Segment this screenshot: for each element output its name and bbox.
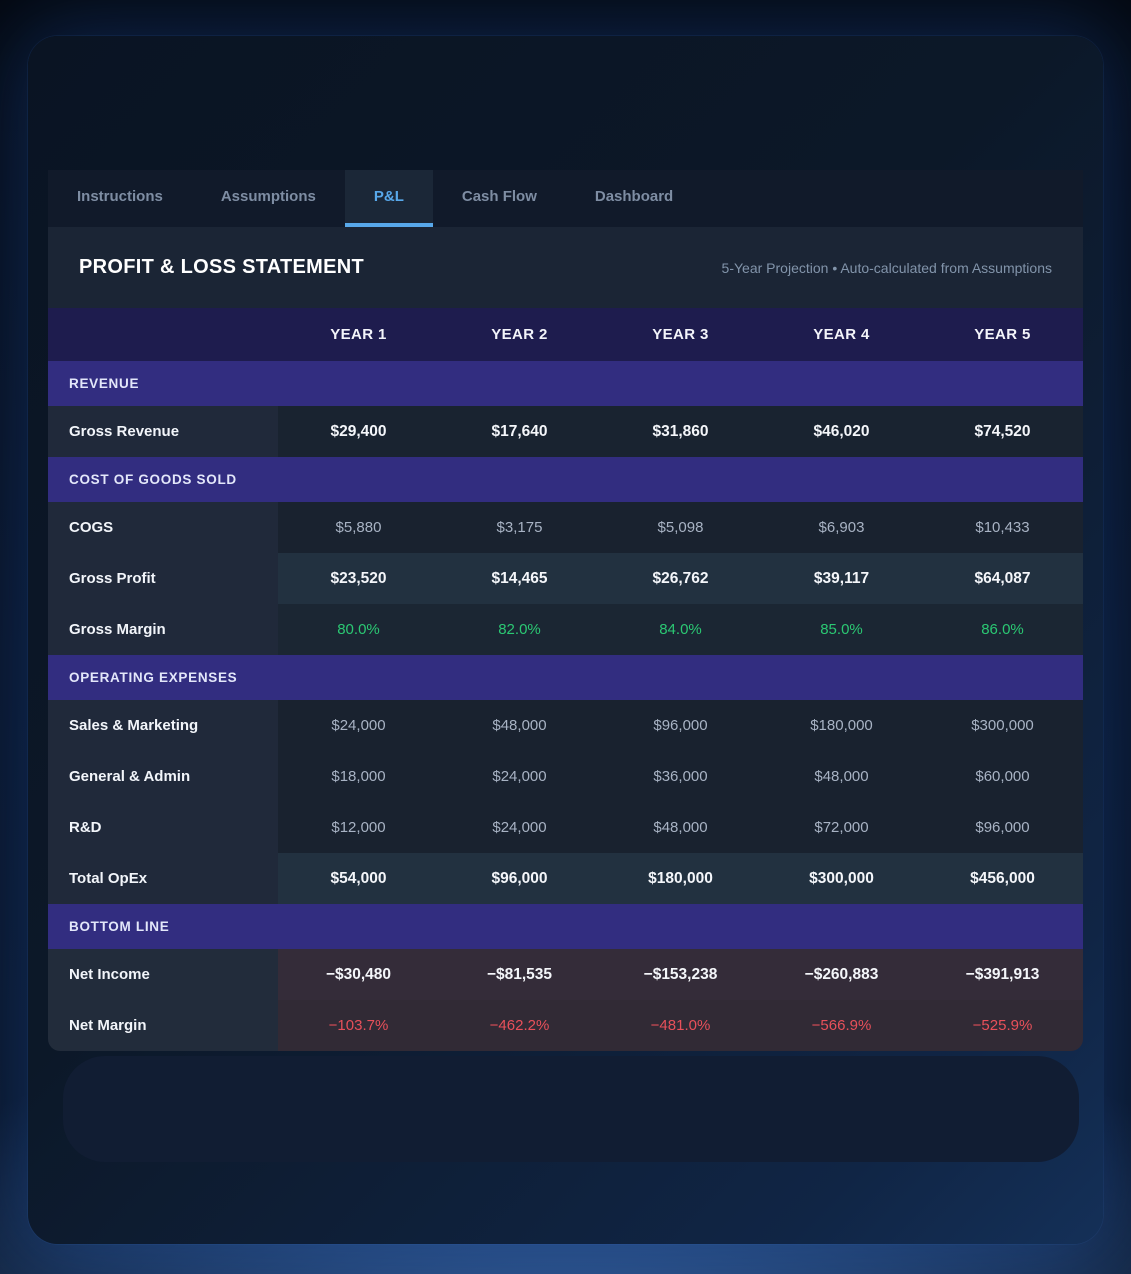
- app-window: Instructions Assumptions P&L Cash Flow Dashb…: [28, 36, 1103, 1244]
- table-row-gross-revenue: Gross Revenue $29,400 $17,640 $31,860 $46,02…: [48, 406, 1083, 457]
- section-header-revenue: REVENUE: [48, 361, 1083, 406]
- gross-revenue-year-4-value: $46,020: [761, 406, 922, 457]
- total-opex-year-2-value: $96,000: [439, 853, 600, 904]
- table-row-r-d: R&D $12,000 $24,000 $48,000 $72,000 $96,000: [48, 802, 1083, 853]
- net-margin-year-5-value: −525.9%: [922, 1000, 1083, 1051]
- table-row-net-margin: Net Margin −103.7% −462.2% −481.0% −566.9% −5…: [48, 1000, 1083, 1051]
- year-header-3: YEAR 3: [652, 326, 709, 343]
- general-admin-year-2-value: $24,000: [439, 751, 600, 802]
- year-header-5: YEAR 5: [974, 326, 1031, 343]
- net-income-year-4-value: −$260,883: [761, 949, 922, 1000]
- year-header-2: YEAR 2: [491, 326, 548, 343]
- row-label-r-d: R&D: [48, 802, 278, 853]
- general-admin-year-1-value: $18,000: [278, 751, 439, 802]
- table-row-sales-marketing: Sales & Marketing $24,000 $48,000 $96,000 $1…: [48, 700, 1083, 751]
- sales-marketing-year-1-value: $24,000: [278, 700, 439, 751]
- net-margin-year-1-value: −103.7%: [278, 1000, 439, 1051]
- gross-margin-year-3-value: 84.0%: [600, 604, 761, 655]
- cogs-year-1-value: $5,880: [278, 502, 439, 553]
- cogs-year-3-value: $5,098: [600, 502, 761, 553]
- bottom-panel: [63, 1056, 1079, 1162]
- gross-margin-year-5-value: 86.0%: [922, 604, 1083, 655]
- section-header-operating-expenses: OPERATING EXPENSES: [48, 655, 1083, 700]
- r-d-year-1-value: $12,000: [278, 802, 439, 853]
- total-opex-year-4-value: $300,000: [761, 853, 922, 904]
- gross-revenue-year-2-value: $17,640: [439, 406, 600, 457]
- tab-assumptions[interactable]: Assumptions: [220, 188, 316, 205]
- table-row-net-income: Net Income −$30,480 −$81,535 −$153,238 −$260…: [48, 949, 1083, 1000]
- total-opex-year-3-value: $180,000: [600, 853, 761, 904]
- total-opex-year-5-value: $456,000: [922, 853, 1083, 904]
- gross-revenue-year-5-value: $74,520: [922, 406, 1083, 457]
- page-subtitle: 5-Year Projection • Auto-calculated from…: [721, 259, 1052, 276]
- row-label-general-admin: General & Admin: [48, 751, 278, 802]
- tab-bar: Instructions Assumptions P&L Cash Flow Dashb…: [48, 170, 1083, 227]
- section-header-cost-of-goods-sold: COST OF GOODS SOLD: [48, 457, 1083, 502]
- general-admin-year-5-value: $60,000: [922, 751, 1083, 802]
- general-admin-year-4-value: $48,000: [761, 751, 922, 802]
- gross-revenue-year-3-value: $31,860: [600, 406, 761, 457]
- gross-margin-year-1-value: 80.0%: [278, 604, 439, 655]
- tab-cash-flow[interactable]: Cash Flow: [461, 188, 537, 205]
- gross-profit-year-1-value: $23,520: [278, 553, 439, 604]
- r-d-year-3-value: $48,000: [600, 802, 761, 853]
- year-header-row: YEAR 1 YEAR 2 YEAR 3 YEAR 4 YEAR 5: [48, 308, 1083, 361]
- cogs-year-4-value: $6,903: [761, 502, 922, 553]
- row-label-gross-revenue: Gross Revenue: [48, 406, 278, 457]
- section-header-bottom-line: BOTTOM LINE: [48, 904, 1083, 949]
- net-margin-year-3-value: −481.0%: [600, 1000, 761, 1051]
- page-title: PROFIT & LOSS STATEMENT: [79, 256, 365, 278]
- net-income-year-1-value: −$30,480: [278, 949, 439, 1000]
- row-label-total-opex: Total OpEx: [48, 853, 278, 904]
- sales-marketing-year-5-value: $300,000: [922, 700, 1083, 751]
- row-label-gross-profit: Gross Profit: [48, 553, 278, 604]
- row-label-net-margin: Net Margin: [48, 1000, 278, 1051]
- gross-revenue-year-1-value: $29,400: [278, 406, 439, 457]
- table-row-gross-margin: Gross Margin 80.0% 82.0% 84.0% 85.0% 86.0%: [48, 604, 1083, 655]
- pl-table: YEAR 1 YEAR 2 YEAR 3 YEAR 4 YEAR 5 REVENUE Gro…: [48, 308, 1083, 1051]
- row-label-gross-margin: Gross Margin: [48, 604, 278, 655]
- gross-profit-year-5-value: $64,087: [922, 553, 1083, 604]
- tab-p-l[interactable]: P&L: [344, 170, 433, 227]
- gross-profit-year-4-value: $39,117: [761, 553, 922, 604]
- r-d-year-5-value: $96,000: [922, 802, 1083, 853]
- cogs-year-2-value: $3,175: [439, 502, 600, 553]
- table-row-general-admin: General & Admin $18,000 $24,000 $36,000 $48,…: [48, 751, 1083, 802]
- sheet-header: PROFIT & LOSS STATEMENT 5-Year Projectio…: [48, 227, 1083, 308]
- table-row-cogs: COGS $5,880 $3,175 $5,098 $6,903 $10,433: [48, 502, 1083, 553]
- year-header-1: YEAR 1: [330, 326, 387, 343]
- sales-marketing-year-3-value: $96,000: [600, 700, 761, 751]
- tab-instructions[interactable]: Instructions: [77, 188, 163, 205]
- r-d-year-4-value: $72,000: [761, 802, 922, 853]
- tab-dashboard[interactable]: Dashboard: [594, 188, 674, 205]
- row-label-net-income: Net Income: [48, 949, 278, 1000]
- row-label-cogs: COGS: [48, 502, 278, 553]
- table-row-total-opex: Total OpEx $54,000 $96,000 $180,000 $300,000…: [48, 853, 1083, 904]
- general-admin-year-3-value: $36,000: [600, 751, 761, 802]
- total-opex-year-1-value: $54,000: [278, 853, 439, 904]
- gross-margin-year-4-value: 85.0%: [761, 604, 922, 655]
- year-header-4: YEAR 4: [813, 326, 870, 343]
- corner-cell: [48, 308, 278, 361]
- spreadsheet-view: Instructions Assumptions P&L Cash Flow Dashb…: [48, 170, 1083, 1162]
- net-income-year-5-value: −$391,913: [922, 949, 1083, 1000]
- cogs-year-5-value: $10,433: [922, 502, 1083, 553]
- gross-profit-year-2-value: $14,465: [439, 553, 600, 604]
- gross-margin-year-2-value: 82.0%: [439, 604, 600, 655]
- sales-marketing-year-4-value: $180,000: [761, 700, 922, 751]
- sales-marketing-year-2-value: $48,000: [439, 700, 600, 751]
- table-row-gross-profit: Gross Profit $23,520 $14,465 $26,762 $39,117…: [48, 553, 1083, 604]
- net-margin-year-2-value: −462.2%: [439, 1000, 600, 1051]
- net-margin-year-4-value: −566.9%: [761, 1000, 922, 1051]
- gross-profit-year-3-value: $26,762: [600, 553, 761, 604]
- net-income-year-2-value: −$81,535: [439, 949, 600, 1000]
- r-d-year-2-value: $24,000: [439, 802, 600, 853]
- net-income-year-3-value: −$153,238: [600, 949, 761, 1000]
- row-label-sales-marketing: Sales & Marketing: [48, 700, 278, 751]
